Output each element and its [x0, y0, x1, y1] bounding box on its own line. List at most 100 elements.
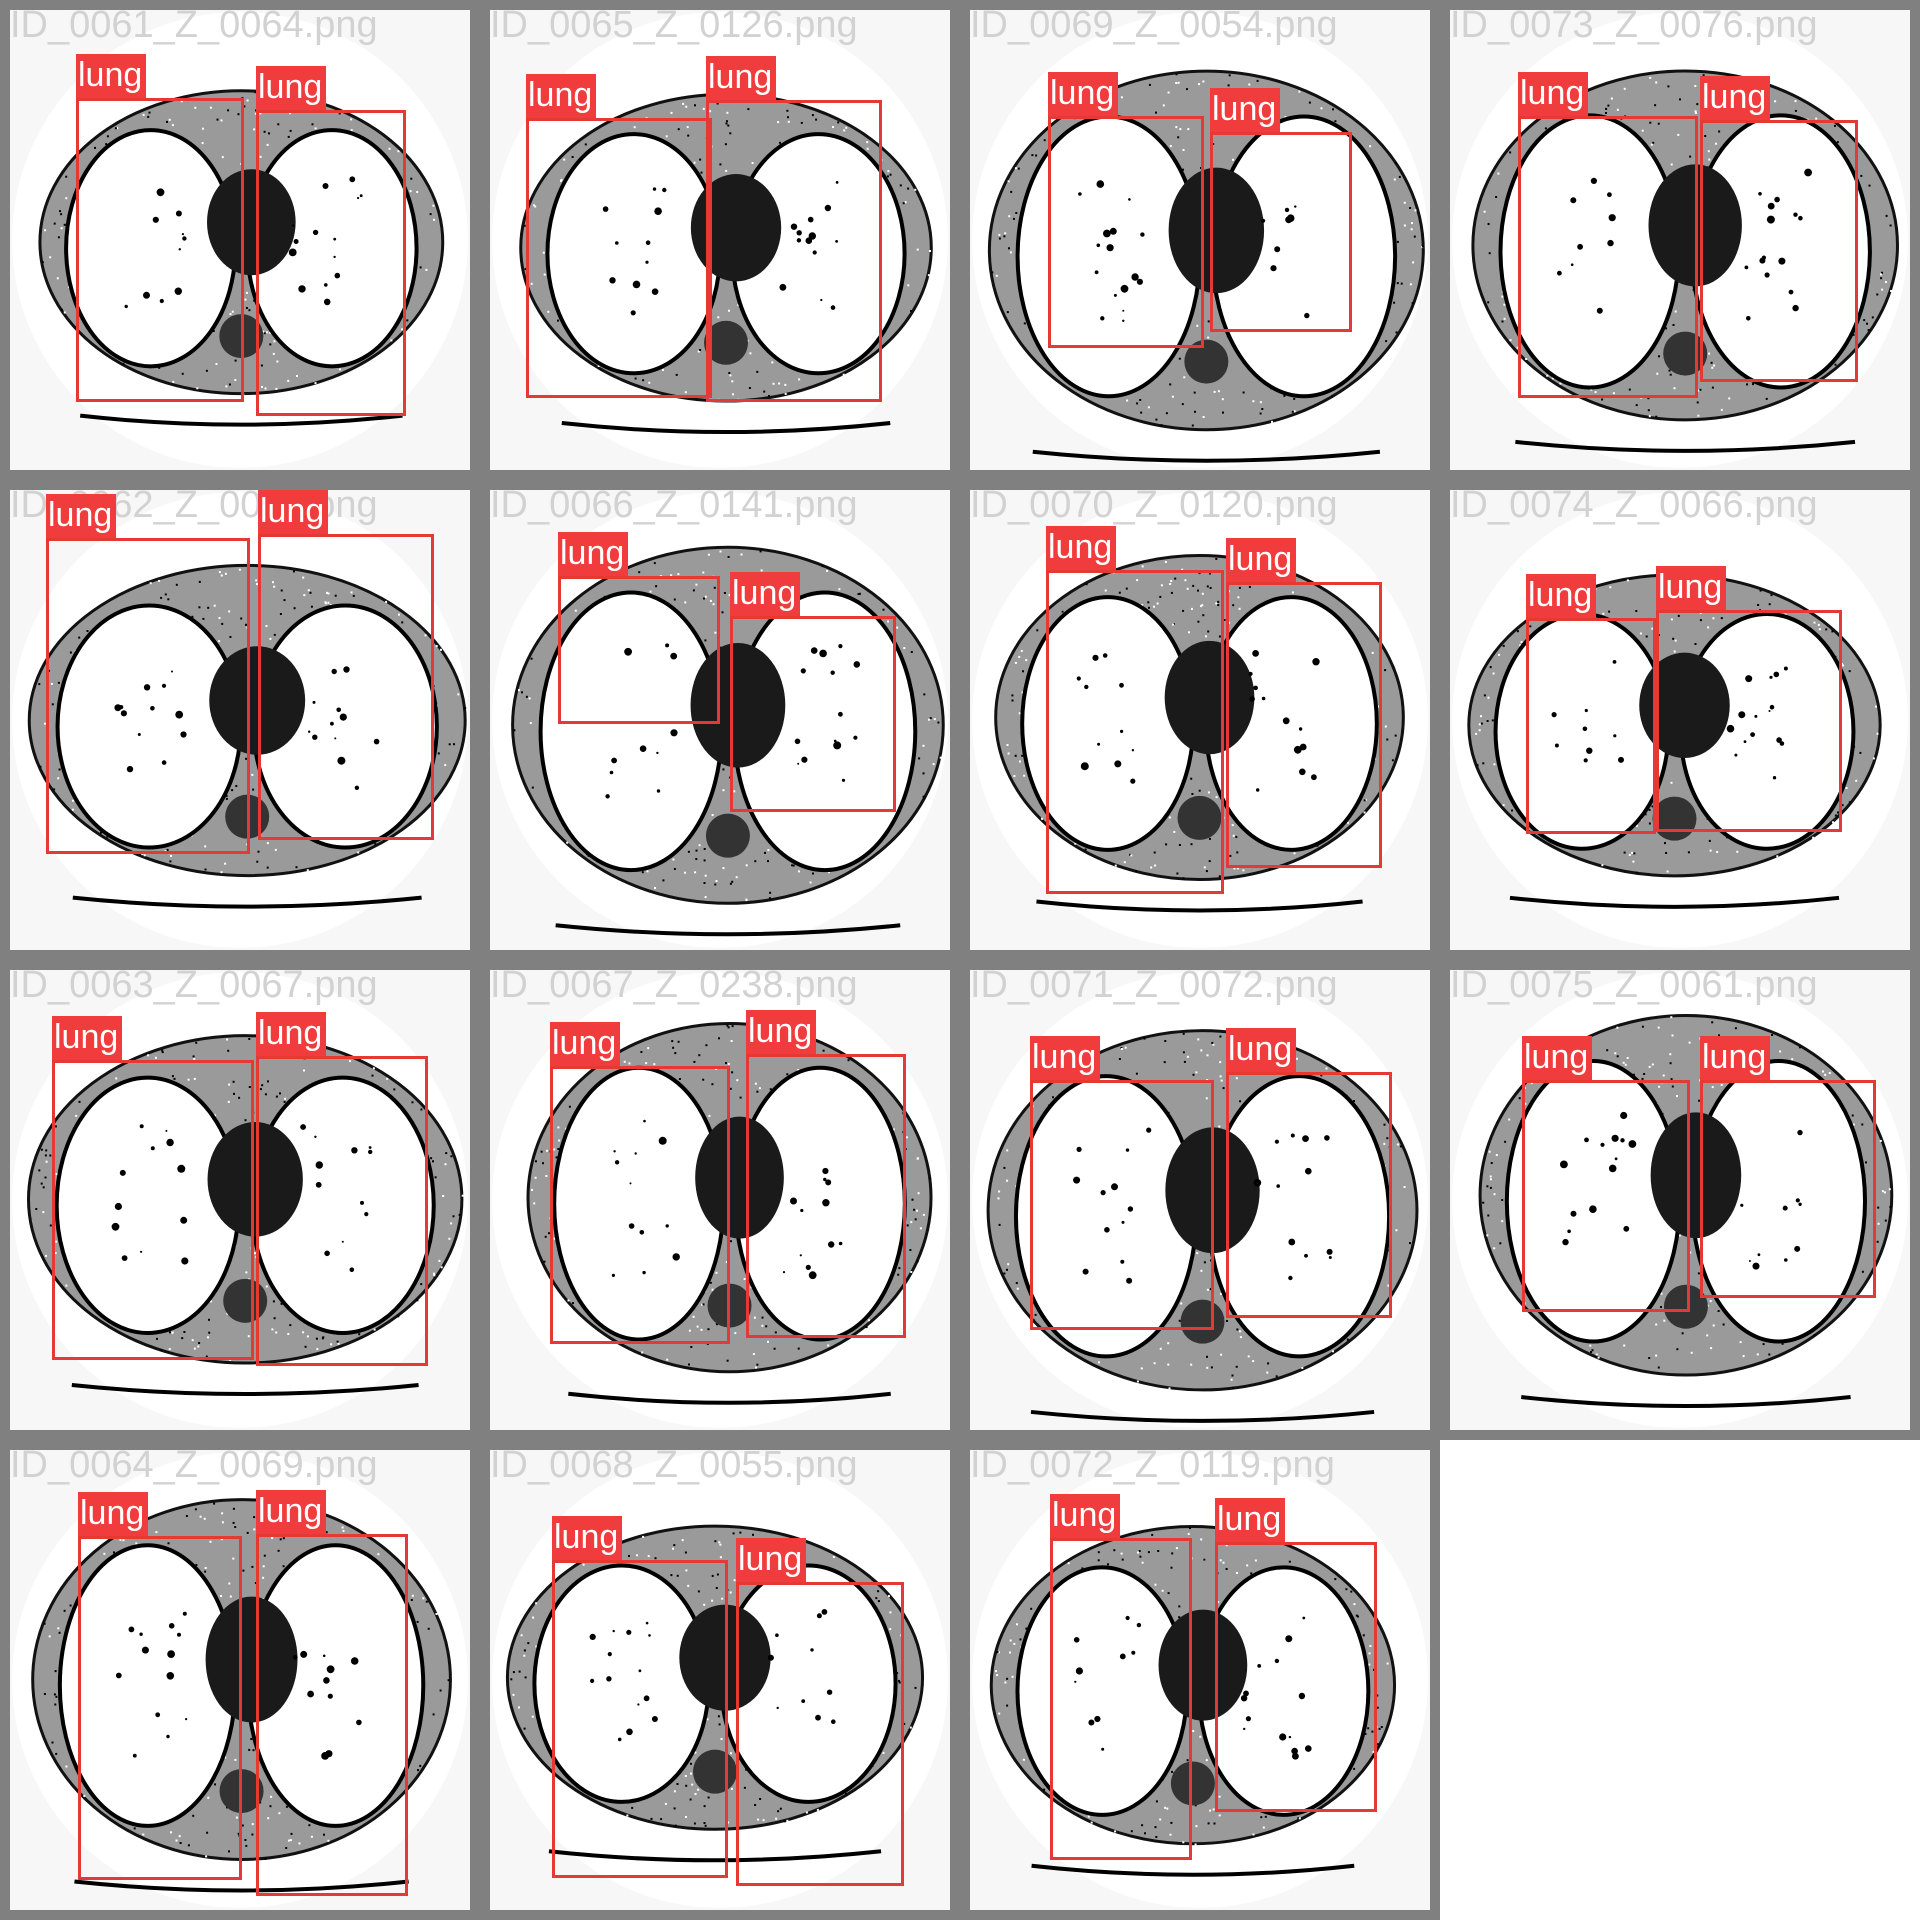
lung-bounding-box — [1656, 610, 1842, 832]
image-tile: ID_0070_Z_0120.png lung lung — [960, 480, 1440, 960]
lung-bounding-box — [1030, 1080, 1214, 1330]
lung-bounding-box — [1518, 116, 1698, 398]
ct-slice-image — [492, 1452, 948, 1908]
box-class-label: lung — [746, 1010, 817, 1054]
image-filename: ID_0069_Z_0054.png — [970, 10, 1338, 46]
image-tile: ID_0063_Z_0067.png lung lung — [0, 960, 480, 1440]
box-class-label: lung — [526, 74, 597, 118]
box-class-label: lung — [1700, 76, 1771, 120]
box-class-label: lung — [1046, 526, 1117, 570]
lung-bounding-box — [1210, 132, 1352, 332]
box-class-label: lung — [256, 66, 327, 110]
image-filename: ID_0075_Z_0061.png — [1450, 970, 1818, 1006]
tile-canvas: ID_0067_Z_0238.png lung lung — [490, 970, 950, 1430]
image-filename: ID_0064_Z_0069.png — [10, 1450, 378, 1486]
box-class-label: lung — [558, 532, 629, 576]
ct-slice-image — [492, 492, 948, 948]
image-filename: ID_0061_Z_0064.png — [10, 10, 378, 46]
lung-bounding-box — [1048, 116, 1204, 348]
lung-bounding-box — [558, 576, 720, 724]
ct-slice-image — [972, 492, 1428, 948]
lung-bounding-box — [1226, 582, 1382, 868]
box-class-label: lung — [1030, 1036, 1101, 1080]
lung-bounding-box — [1526, 618, 1656, 834]
image-filename: ID_0072_Z_0119.png — [970, 1450, 1335, 1486]
box-class-label: lung — [1215, 1498, 1286, 1542]
image-tile: ID_0071_Z_0072.png lung lung — [960, 960, 1440, 1440]
ct-slice-image — [972, 972, 1428, 1428]
lung-bounding-box — [256, 1056, 428, 1366]
ct-slice-image — [12, 12, 468, 468]
lung-bounding-box — [1522, 1080, 1690, 1312]
box-class-label: lung — [258, 490, 329, 534]
box-class-label: lung — [1050, 1494, 1121, 1538]
box-class-label: lung — [1210, 88, 1281, 132]
lung-bounding-box — [256, 1534, 408, 1896]
box-class-label: lung — [78, 1492, 149, 1536]
box-class-label: lung — [52, 1016, 123, 1060]
lung-bounding-box — [52, 1060, 254, 1360]
image-filename: ID_0074_Z_0066.png — [1450, 490, 1818, 526]
lung-bounding-box — [552, 1560, 728, 1878]
ct-slice-image — [12, 492, 468, 948]
box-class-label: lung — [256, 1490, 327, 1534]
ct-slice-image — [972, 1452, 1428, 1908]
ct-slice-image — [1452, 12, 1908, 468]
box-class-label: lung — [552, 1516, 623, 1560]
lung-bounding-box — [1050, 1538, 1192, 1860]
image-tile: ID_0073_Z_0076.png lung lung — [1440, 0, 1920, 480]
lung-bounding-box — [76, 98, 244, 402]
tile-canvas: ID_0070_Z_0120.png lung lung — [970, 490, 1430, 950]
lung-bounding-box — [550, 1066, 730, 1344]
box-class-label: lung — [1700, 1036, 1771, 1080]
image-filename: ID_0065_Z_0126.png — [490, 10, 858, 46]
image-filename: ID_0066_Z_0141.png — [490, 490, 858, 526]
image-tile: ID_0062_Z_0062.png lung lung — [0, 480, 480, 960]
lung-bounding-box — [1215, 1542, 1377, 1812]
tile-canvas: ID_0071_Z_0072.png lung lung — [970, 970, 1430, 1430]
image-filename: ID_0067_Z_0238.png — [490, 970, 858, 1006]
lung-bounding-box — [706, 100, 882, 402]
box-class-label: lung — [1522, 1036, 1593, 1080]
box-class-label: lung — [256, 1012, 327, 1056]
ct-slice-image — [492, 12, 948, 468]
lung-bounding-box — [1046, 570, 1224, 894]
tile-canvas: ID_0062_Z_0062.png lung lung — [10, 490, 470, 950]
image-tile: ID_0067_Z_0238.png lung lung — [480, 960, 960, 1440]
lung-bounding-box — [78, 1536, 242, 1880]
box-class-label: lung — [730, 572, 801, 616]
lung-bounding-box — [736, 1582, 904, 1886]
image-tile: ID_0074_Z_0066.png lung lung — [1440, 480, 1920, 960]
ct-slice-image — [12, 972, 468, 1428]
image-filename: ID_0068_Z_0055.png — [490, 1450, 858, 1486]
box-class-label: lung — [76, 54, 147, 98]
lung-bounding-box — [1700, 120, 1858, 382]
lung-bounding-box — [256, 110, 406, 416]
ct-slice-image — [1452, 972, 1908, 1428]
lung-bounding-box — [46, 538, 250, 854]
box-class-label: lung — [1048, 72, 1119, 116]
tile-canvas: ID_0065_Z_0126.png lung lung — [490, 10, 950, 470]
ct-slice-image — [972, 12, 1428, 468]
box-class-label: lung — [46, 494, 117, 538]
lung-bounding-box — [258, 534, 434, 840]
lung-bounding-box — [730, 616, 896, 812]
box-class-label: lung — [1526, 574, 1597, 618]
tile-canvas: ID_0063_Z_0067.png lung lung — [10, 970, 470, 1430]
tile-canvas: ID_0073_Z_0076.png lung lung — [1450, 10, 1910, 470]
lung-bounding-box — [1226, 1072, 1392, 1318]
lung-bounding-box — [746, 1054, 906, 1338]
box-class-label: lung — [1226, 1028, 1297, 1072]
tile-canvas: ID_0068_Z_0055.png lung lung — [490, 1450, 950, 1910]
